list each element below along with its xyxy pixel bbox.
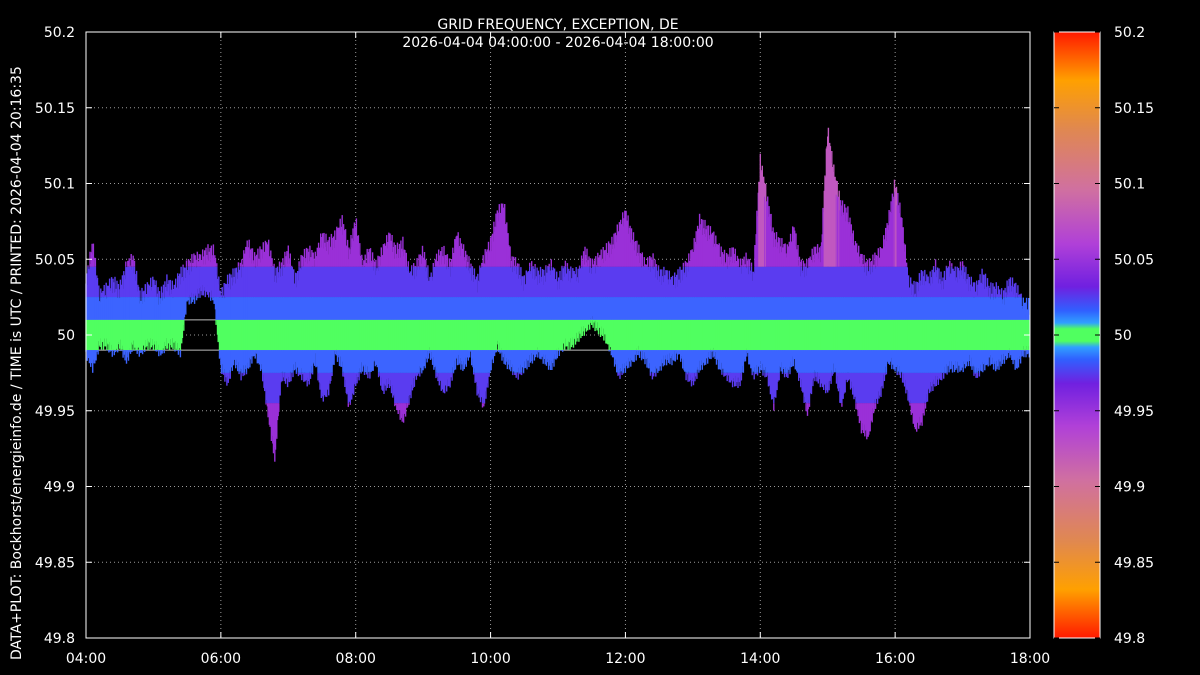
frequency-data-marks	[85, 127, 1031, 462]
